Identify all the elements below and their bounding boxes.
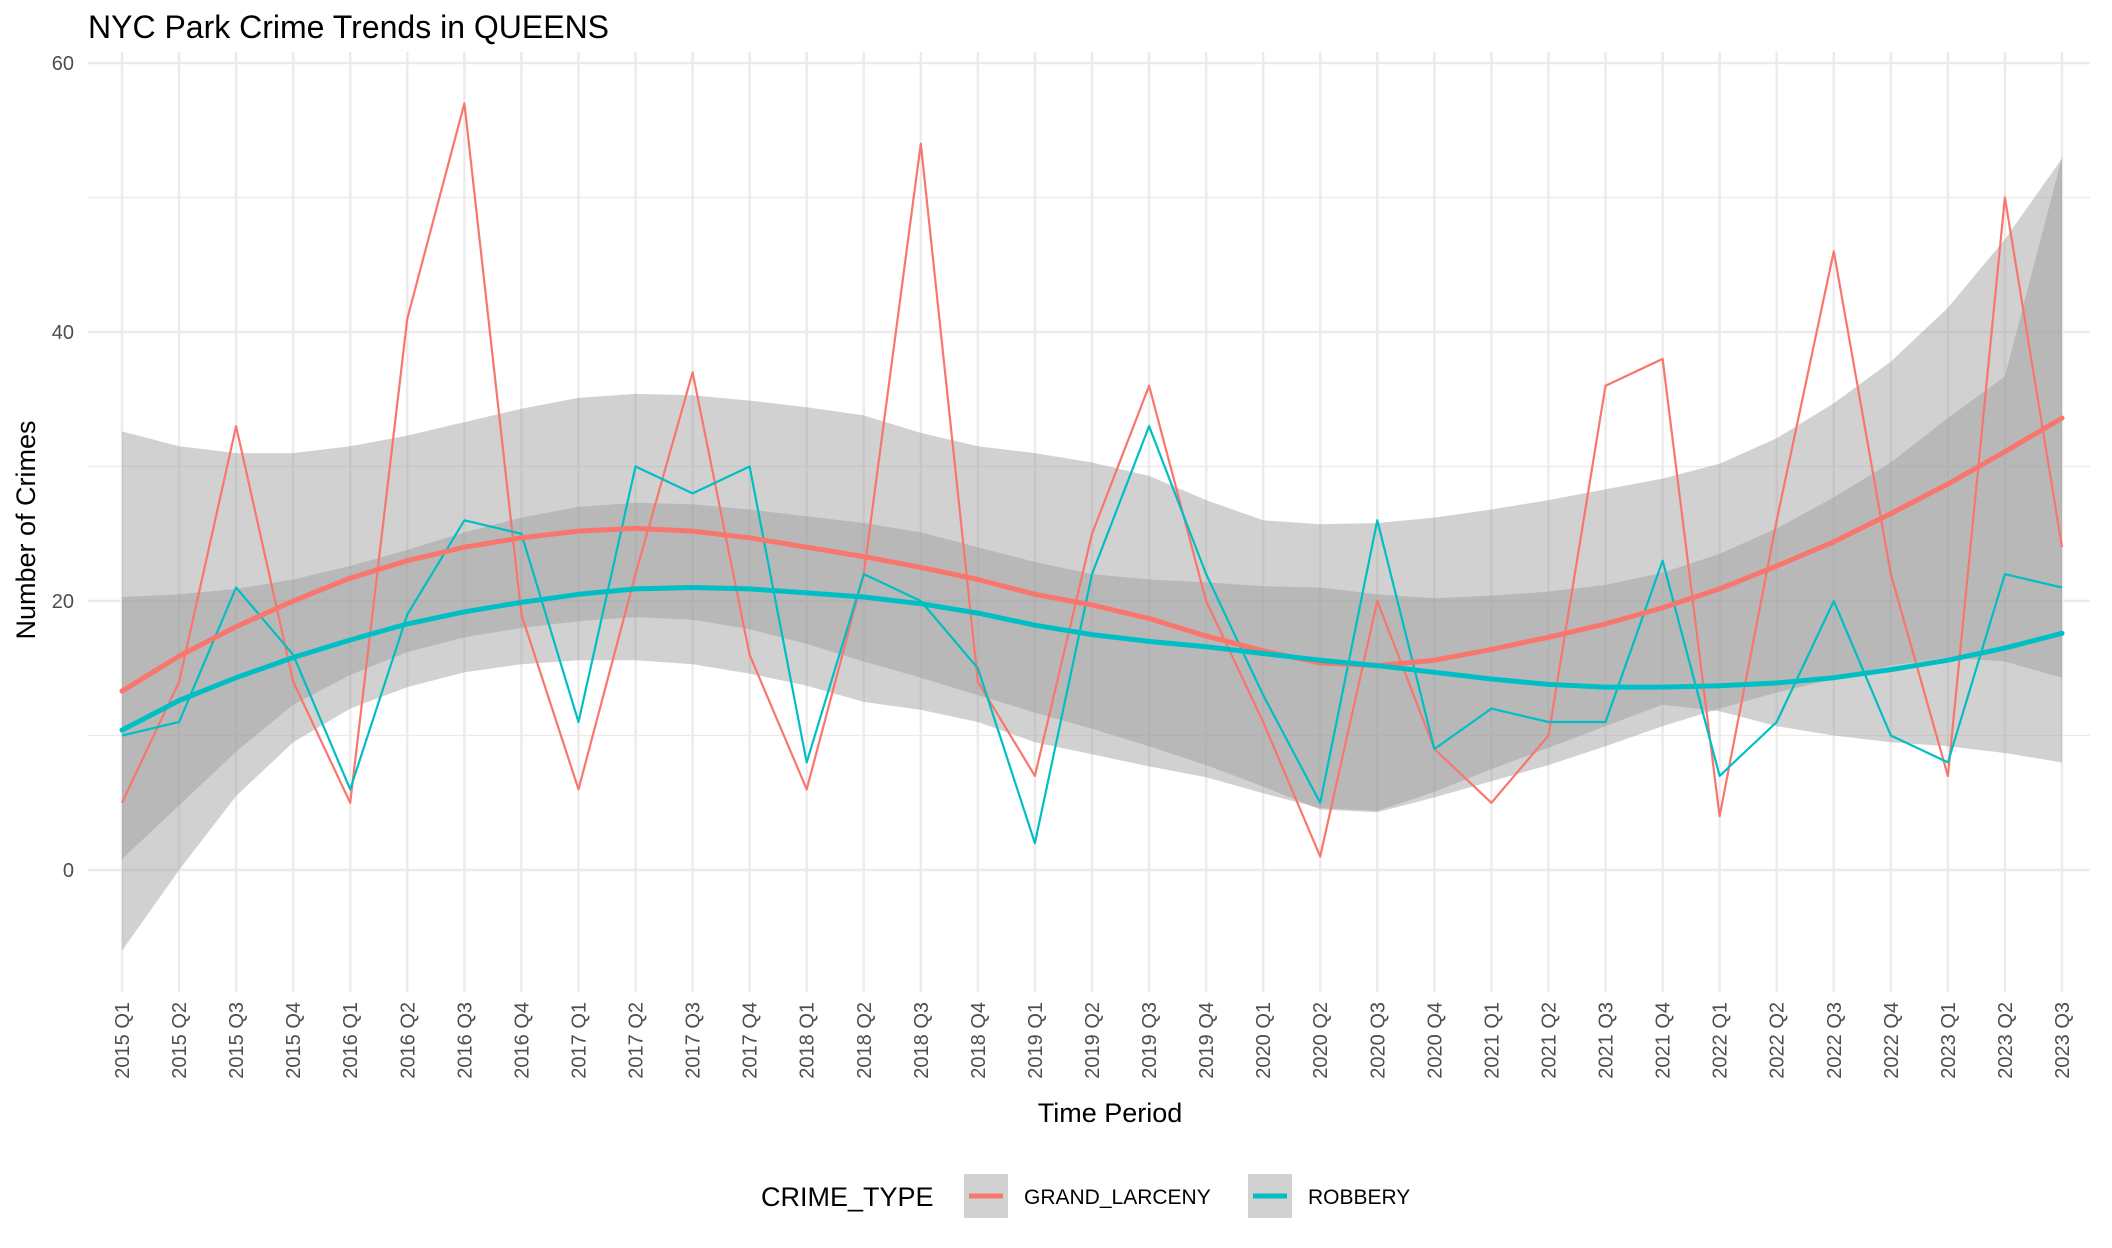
x-tick-label: 2019 Q2 (1082, 1002, 1104, 1079)
x-tick-label: 2019 Q3 (1139, 1002, 1161, 1079)
y-axis-title: Number of Crimes (11, 420, 41, 639)
chart-title: NYC Park Crime Trends in QUEENS (88, 9, 609, 45)
legend-item-robbery: ROBBERY (1248, 1174, 1410, 1218)
x-tick-label: 2017 Q2 (626, 1002, 648, 1079)
x-tick-label: 2017 Q3 (683, 1002, 705, 1079)
legend-label: ROBBERY (1308, 1186, 1410, 1209)
x-tick-label: 2021 Q2 (1538, 1002, 1560, 1079)
x-tick-label: 2016 Q3 (454, 1002, 476, 1079)
x-tick-label: 2015 Q1 (112, 1002, 134, 1079)
x-tick-label: 2022 Q4 (1881, 1002, 1903, 1079)
legend-title: CRIME_TYPE (761, 1182, 934, 1212)
x-tick-label: 2022 Q2 (1767, 1002, 1789, 1079)
trend-line-grand_larceny (119, 415, 2065, 694)
x-tick-label: 2018 Q1 (797, 1002, 819, 1079)
legend-item-grand_larceny: GRAND_LARCENY (964, 1174, 1211, 1218)
x-tick-label: 2020 Q2 (1310, 1002, 1332, 1079)
y-tick-label: 20 (52, 591, 74, 613)
x-tick-label: 2022 Q1 (1710, 1002, 1732, 1079)
x-tick-label: 2023 Q2 (1995, 1002, 2017, 1079)
x-tick-label: 2016 Q2 (397, 1002, 419, 1079)
x-tick-label: 2015 Q4 (283, 1002, 305, 1079)
x-axis-ticks: 2015 Q1 2015 Q2 2015 Q3 2015 Q4 2016 Q1 2016 … (112, 1002, 2074, 1079)
x-tick-label: 2021 Q1 (1481, 1002, 1503, 1079)
legend-label: GRAND_LARCENY (1024, 1186, 1211, 1209)
trend-line-robbery (119, 585, 2065, 733)
x-tick-label: 2015 Q2 (169, 1002, 191, 1079)
x-tick-label: 2018 Q3 (911, 1002, 933, 1079)
x-tick-label: 2018 Q4 (968, 1002, 990, 1079)
x-tick-label: 2022 Q3 (1824, 1002, 1846, 1079)
x-tick-label: 2017 Q1 (568, 1002, 590, 1079)
x-tick-label: 2020 Q4 (1424, 1002, 1446, 1079)
x-tick-label: 2023 Q3 (2052, 1002, 2074, 1079)
x-tick-label: 2018 Q2 (854, 1002, 876, 1079)
x-tick-label: 2015 Q3 (226, 1002, 248, 1079)
confidence-band-robbery (122, 158, 2062, 951)
series-lines (119, 102, 2065, 858)
x-axis-title: Time Period (1038, 1098, 1183, 1128)
x-tick-label: 2017 Q4 (740, 1002, 762, 1079)
x-tick-label: 2020 Q1 (1253, 1002, 1275, 1079)
x-tick-label: 2019 Q4 (1196, 1002, 1218, 1079)
x-tick-label: 2020 Q3 (1367, 1002, 1389, 1079)
x-tick-label: 2021 Q3 (1596, 1002, 1618, 1079)
y-tick-label: 40 (52, 322, 74, 344)
x-tick-label: 2023 Q1 (1938, 1002, 1960, 1079)
y-tick-label: 60 (52, 53, 74, 75)
y-tick-label: 0 (63, 860, 74, 882)
x-tick-label: 2019 Q1 (1025, 1002, 1047, 1079)
y-axis-ticks: 0 20 40 60 (52, 53, 74, 882)
legend: CRIME_TYPE GRAND_LARCENY ROBBERY (761, 1174, 1410, 1218)
x-tick-label: 2021 Q4 (1653, 1002, 1675, 1079)
x-tick-label: 2016 Q4 (511, 1002, 533, 1079)
series-line-grand_larceny (121, 102, 2064, 858)
x-tick-label: 2016 Q1 (340, 1002, 362, 1079)
